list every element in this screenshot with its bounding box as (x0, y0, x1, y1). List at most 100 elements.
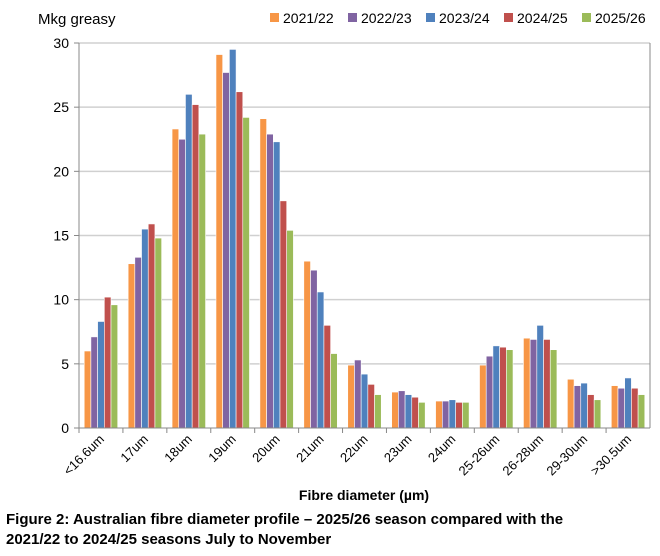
bar-2022-23 (266, 133, 274, 429)
bar-2024-25 (411, 396, 419, 429)
x-tick-label: <16.6um (60, 432, 107, 479)
bar-2024-25 (279, 200, 288, 429)
bar-2024-25 (191, 104, 200, 429)
legend-label: 2023/24 (439, 10, 490, 26)
bar-2022-23 (529, 339, 538, 429)
bar-2022-23 (310, 269, 318, 429)
bar-2023-24 (273, 141, 281, 429)
y-tick-label: 15 (53, 228, 69, 244)
bar-2023-24 (229, 49, 237, 429)
bar-2021-22 (610, 385, 619, 429)
x-axis-label: Fibre diameter (µm) (299, 487, 429, 503)
x-tick-label: 23um (381, 432, 415, 466)
x-tick-label: 19um (205, 432, 239, 466)
bar-2021-22 (567, 378, 575, 429)
bar-2023-24 (580, 382, 588, 429)
legend-label: 2024/25 (517, 10, 568, 26)
legend-label: 2025/26 (595, 10, 646, 26)
bar-2022-23 (178, 138, 186, 429)
bar-2023-24 (360, 373, 369, 429)
bar-2025-26 (418, 402, 426, 429)
bar-2024-25 (631, 387, 639, 429)
bar-2022-23 (90, 336, 98, 429)
x-tick-label: 21um (293, 432, 327, 466)
bar-2025-26 (242, 117, 250, 429)
bar-2022-23 (573, 385, 582, 429)
x-tick-label: >30.5um (588, 432, 635, 479)
caption-line-1: Figure 2: Australian fibre diameter prof… (6, 511, 564, 528)
x-tick-label: 18um (161, 432, 195, 466)
bar-2025-26 (462, 402, 470, 429)
caption-line-2: 2021/22 to 2024/25 seasons July to Novem… (6, 531, 332, 548)
legend-swatch (426, 13, 435, 22)
bar-2023-24 (97, 321, 105, 429)
bar-2024-25 (104, 296, 112, 429)
bar-2023-24 (624, 377, 632, 429)
bar-2024-25 (587, 394, 595, 429)
x-tick-label: 24um (425, 432, 459, 466)
bar-2022-23 (222, 72, 230, 429)
y-tick-label: 30 (53, 35, 69, 51)
bar-2025-26 (110, 304, 119, 429)
x-tick-label: 17um (117, 432, 151, 466)
legend-label: 2022/23 (361, 10, 412, 26)
bar-2024-25 (367, 384, 375, 429)
bar-2025-26 (374, 394, 382, 429)
legend-swatch (270, 13, 279, 22)
bar-2025-26 (286, 230, 294, 429)
bar-2024-25 (543, 339, 551, 429)
legend-swatch (504, 13, 513, 22)
bar-2024-25 (235, 91, 244, 429)
y-tick-label: 5 (61, 356, 69, 372)
legend-swatch (348, 13, 357, 22)
bar-2023-24 (316, 291, 325, 429)
bar-2023-24 (536, 325, 544, 429)
x-tick-label: 29-30um (543, 432, 590, 479)
bar-2023-24 (185, 94, 193, 429)
bar-2025-26 (593, 399, 602, 429)
bar-chart: Mkg greasy Fibre diameter (µm) 051015202… (38, 10, 651, 503)
x-tick-label: 25-26um (456, 432, 503, 479)
bar-2025-26 (506, 349, 514, 429)
bar-2022-23 (134, 257, 142, 429)
bar-2021-22 (435, 400, 443, 429)
bar-2025-26 (637, 394, 646, 429)
legend-label: 2021/22 (283, 10, 334, 26)
bar-2022-23 (354, 359, 362, 429)
bar-2023-24 (448, 399, 456, 429)
figure-caption: Figure 2: Australian fibre diameter prof… (6, 510, 656, 550)
bar-2025-26 (549, 349, 558, 429)
bar-2025-26 (330, 353, 338, 429)
y-tick-label: 20 (53, 163, 69, 179)
bar-2021-22 (259, 118, 267, 429)
bar-2022-23 (617, 387, 625, 429)
bar-2024-25 (323, 325, 331, 429)
y-tick-label: 10 (53, 292, 69, 308)
x-tick-label: 20um (249, 432, 283, 466)
bar-2021-22 (303, 260, 311, 429)
bar-2021-22 (347, 364, 355, 429)
x-tick-label: 26-28um (499, 432, 546, 479)
bar-2021-22 (171, 128, 180, 429)
x-tick-label: 22um (337, 432, 371, 466)
bar-2023-24 (141, 228, 149, 429)
bar-2023-24 (492, 345, 500, 429)
bar-2024-25 (147, 223, 156, 429)
bar-2021-22 (215, 54, 223, 429)
bar-2021-22 (83, 350, 92, 429)
bar-2023-24 (404, 394, 413, 429)
bar-2021-22 (391, 391, 399, 429)
y-tick-label: 25 (53, 99, 69, 115)
bar-2022-23 (485, 355, 494, 429)
bar-2021-22 (127, 263, 136, 429)
bar-2025-26 (198, 133, 206, 429)
bar-2024-25 (455, 402, 463, 429)
y-tick-label: 0 (61, 420, 69, 436)
legend-swatch (582, 13, 591, 22)
y-axis-label: Mkg greasy (38, 11, 116, 28)
bar-2021-22 (479, 364, 487, 429)
bar-2022-23 (441, 400, 450, 429)
bar-2024-25 (499, 346, 507, 429)
bar-2021-22 (523, 337, 531, 429)
